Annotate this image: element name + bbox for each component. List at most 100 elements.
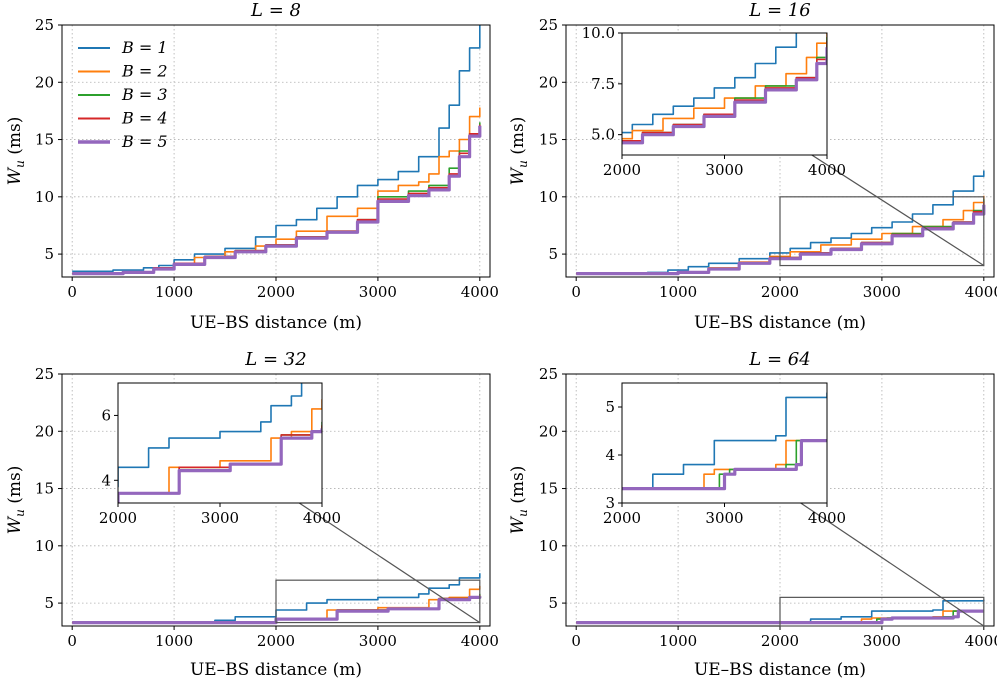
- x-tick-label: 0: [67, 283, 77, 301]
- y-axis-label-sub: u: [516, 160, 530, 168]
- x-tick-label: 3000: [359, 632, 397, 650]
- series-line-b1: [576, 170, 985, 275]
- y-axis-label-unit: (ms): [508, 466, 528, 510]
- x-tick-label: 1000: [659, 283, 697, 301]
- y-axis-label-unit: (ms): [5, 466, 25, 510]
- x-tick-label: 2000: [257, 283, 295, 301]
- y-tick-label: 5: [548, 245, 558, 263]
- chart-title: L = 16: [748, 0, 810, 21]
- y-tick-label: 15: [35, 131, 54, 149]
- inset-zoom: 2000 3000 4000 5.0 7.5 10.0: [582, 24, 985, 267]
- y-tick-label: 25: [539, 16, 558, 34]
- zoom-region-box: [779, 196, 985, 267]
- y-axis-label-sub: u: [516, 509, 530, 517]
- y-tick-label: 20: [539, 422, 558, 440]
- y-axis-label-main: W: [508, 166, 528, 185]
- legend-label-b4: B = 4: [121, 109, 168, 128]
- inset-series-line-b4: [622, 41, 827, 142]
- x-tick-label: 1000: [659, 632, 697, 650]
- inset-x-tick-label: 2000: [99, 509, 137, 527]
- x-tick-label: 3000: [863, 283, 901, 301]
- inset-x-tick-label: 4000: [303, 509, 341, 527]
- legend-label-b2: B = 2: [121, 62, 168, 81]
- series-line-b1: [72, 25, 481, 273]
- inset-y-tick-label: 3: [605, 494, 615, 512]
- y-axis-label: Wu (ms): [5, 117, 27, 186]
- y-tick-label: 20: [35, 73, 54, 91]
- y-tick-label: 15: [35, 480, 54, 498]
- x-tick-label: 4000: [461, 283, 499, 301]
- y-tick-label: 10: [539, 537, 558, 555]
- series-line-b5: [72, 125, 482, 276]
- x-tick-label: 4000: [965, 632, 997, 650]
- series-line-b1: [576, 599, 985, 624]
- y-axis-label-unit: (ms): [5, 117, 25, 161]
- chart-title: L = 32: [244, 349, 306, 370]
- x-tick-label: 3000: [359, 283, 397, 301]
- inset-series-line-b5: [118, 428, 322, 503]
- y-tick-label: 10: [35, 188, 54, 206]
- x-axis-label: UE–BS distance (m): [190, 660, 362, 680]
- y-axis-label: Wu (ms): [5, 466, 27, 535]
- y-axis-label: Wu (ms): [508, 117, 530, 186]
- chart-panel-3: 0 1000 2000 3000 4000 5 10 15 20 25 L = 32 UE–BS di…: [5, 349, 499, 680]
- inset-y-tick-label: 6: [101, 406, 111, 424]
- inset-x-tick-label: 4000: [808, 161, 846, 179]
- inset-y-tick-label: 5: [605, 398, 615, 416]
- y-axis-label-unit: (ms): [508, 117, 528, 161]
- chart-panel-1: 0 1000 2000 3000 4000 5 10 15 20 25 L = 8 UE–BS dis…: [5, 0, 499, 333]
- y-axis-label: Wu (ms): [508, 466, 530, 535]
- inset-y-tick-label: 10.0: [582, 24, 615, 42]
- inset-x-tick-label: 3000: [705, 509, 743, 527]
- y-axis-label-sub: u: [13, 509, 27, 517]
- series-line-b5: [576, 204, 986, 276]
- legend-label-b5: B = 5: [121, 132, 168, 151]
- inset-series-line-b5: [622, 439, 827, 491]
- inset-series-line-b5: [622, 47, 827, 145]
- inset-series-line-b1: [622, 392, 827, 490]
- x-tick-label: 4000: [965, 283, 997, 301]
- y-tick-label: 20: [35, 422, 54, 440]
- x-tick-label: 0: [67, 632, 77, 650]
- inset-x-tick-label: 2000: [603, 509, 641, 527]
- x-tick-label: 4000: [461, 632, 499, 650]
- legend-label-b1: B = 1: [121, 38, 168, 57]
- x-tick-label: 2000: [761, 283, 799, 301]
- inset-y-tick-label: 7.5: [591, 75, 615, 93]
- chart-title: L = 8: [250, 0, 301, 21]
- x-tick-label: 1000: [155, 632, 193, 650]
- inset-background: [622, 33, 827, 155]
- inset-background: [118, 383, 322, 503]
- chart-panel-4: 0 1000 2000 3000 4000 5 10 15 20 25 L = 64 UE–BS di…: [508, 349, 997, 680]
- y-axis-label-main: W: [508, 515, 528, 534]
- series-line-b5: [576, 609, 984, 625]
- y-tick-label: 5: [44, 245, 54, 263]
- y-tick-label: 5: [548, 594, 558, 612]
- chart-panel-2: 0 1000 2000 3000 4000 5 10 15 20 25 L = 16 UE–BS di…: [508, 0, 997, 333]
- inset-y-tick-label: 4: [101, 471, 111, 489]
- zoom-region-box: [779, 596, 985, 627]
- y-tick-label: 5: [44, 594, 54, 612]
- y-tick-label: 25: [35, 365, 54, 383]
- inset-y-tick-label: 4: [605, 446, 615, 464]
- legend: B = 1 B = 2 B = 3 B = 4 B = 5: [78, 38, 168, 151]
- inset-x-tick-label: 3000: [201, 509, 239, 527]
- y-tick-label: 20: [539, 73, 558, 91]
- y-axis-label-main: W: [5, 515, 25, 534]
- y-axis-label-sub: u: [13, 160, 27, 168]
- y-tick-label: 10: [539, 188, 558, 206]
- inset-zoom: 2000 3000 4000 3 4 5: [603, 382, 985, 627]
- x-tick-label: 0: [571, 632, 581, 650]
- inset-series-line-b1: [622, 33, 798, 134]
- x-tick-label: 2000: [761, 632, 799, 650]
- inset-x-tick-label: 2000: [603, 161, 641, 179]
- x-axis-label: UE–BS distance (m): [694, 660, 866, 680]
- inset-y-tick-label: 5.0: [591, 126, 615, 144]
- legend-label-b3: B = 3: [121, 85, 168, 104]
- x-tick-label: 1000: [155, 283, 193, 301]
- inset-x-tick-label: 3000: [705, 161, 743, 179]
- inset-x-tick-label: 4000: [808, 509, 846, 527]
- zoom-region-box: [275, 579, 481, 624]
- x-tick-label: 0: [571, 283, 581, 301]
